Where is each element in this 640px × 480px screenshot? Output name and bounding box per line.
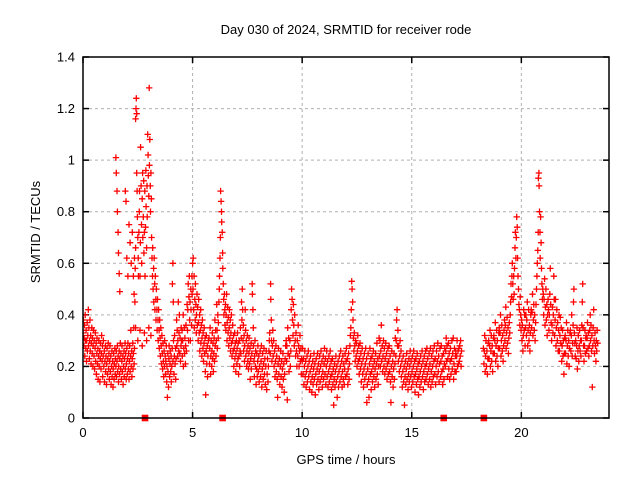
scatter-points	[83, 84, 601, 409]
plot-border	[82, 56, 610, 419]
x-tick-label: 5	[189, 425, 196, 440]
x-tick-label: 0	[79, 425, 86, 440]
y-tick-label: 0.2	[57, 359, 75, 374]
chart-title: Day 030 of 2024, SRMTID for receiver rod…	[220, 22, 472, 37]
x-tick-label: 15	[405, 425, 419, 440]
x-tick-label: 10	[295, 425, 309, 440]
y-tick-label: 0.8	[57, 204, 75, 219]
y-tick-label: 1.2	[57, 101, 75, 116]
y-tick-label: 1.4	[57, 50, 75, 65]
x-tick-label: 20	[514, 425, 528, 440]
y-tick-label: 0.4	[57, 307, 75, 322]
x-axis-label: GPS time / hours	[296, 452, 396, 467]
y-tick-label: 0.6	[57, 256, 75, 271]
y-tick-label: 0	[68, 411, 75, 426]
y-tick-label: 1	[68, 153, 75, 168]
tick-labels: 0 5 10 15 20 0 0.2 0.4 0.6 0.8 1 1.2 1.4	[57, 50, 529, 441]
